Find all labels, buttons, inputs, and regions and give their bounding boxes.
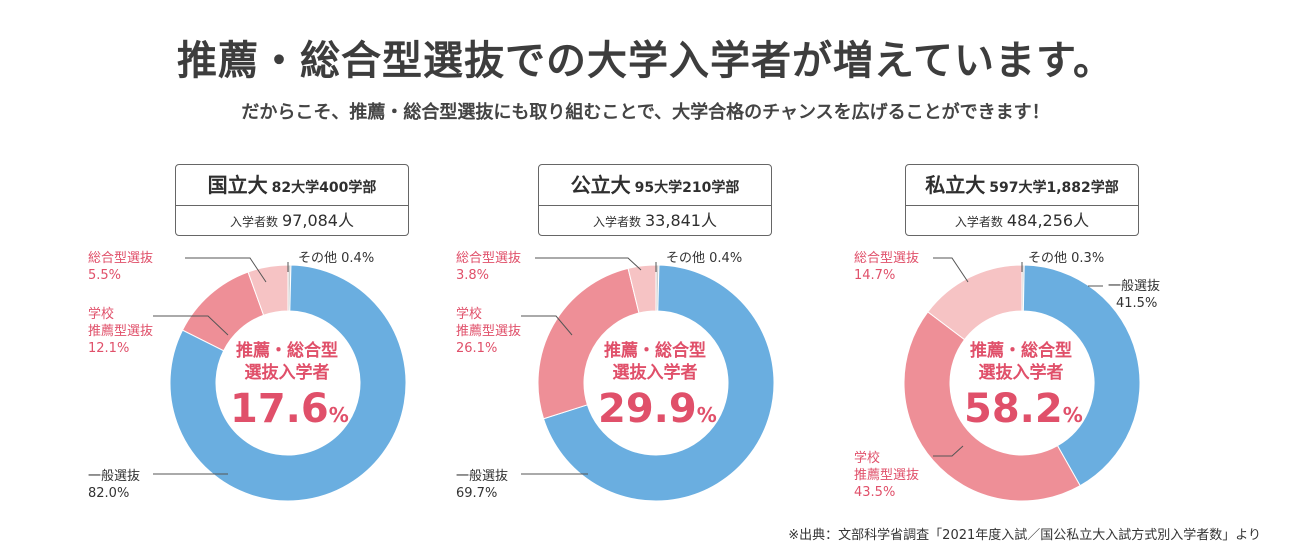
segment-label-school: 学校 推薦型選抜 12.1% — [88, 306, 153, 357]
segment-label-general: 一般選抜 41.5% — [1108, 278, 1160, 312]
segment-label-other: その他 0.3% — [1028, 250, 1104, 267]
entrants-label: 入学者数 — [954, 215, 1003, 229]
donut-chart — [153, 257, 407, 502]
segment-label-school: 学校 推薦型選抜 43.5% — [854, 450, 919, 501]
segment-label-general: 一般選抜 69.7% — [456, 468, 508, 502]
donut-slice-1 — [1022, 264, 1141, 487]
leader-line-0 — [933, 257, 969, 283]
chart-panel-public: 公立大 95大学210学部 入学者数 33,841人 総合型選抜 3.8% その他 … — [448, 0, 828, 555]
entrants-value: 97,084人 — [282, 211, 354, 230]
header-box: 国立大 82大学400学部 入学者数 97,084人 — [175, 164, 409, 236]
center-percent-value: 29.9 — [598, 386, 697, 432]
segment-name-line1: 学校 — [88, 307, 115, 322]
segment-percent: 3.8% — [456, 268, 490, 283]
segment-percent: 0.4% — [341, 251, 375, 266]
donut-chart — [903, 257, 1141, 502]
center-percent-value: 17.6 — [230, 386, 329, 432]
segment-percent: 0.3% — [1071, 251, 1105, 266]
segment-name: 総合型選抜 — [88, 251, 154, 266]
donut-slice-2 — [537, 267, 640, 420]
segment-label-other: その他 0.4% — [298, 250, 374, 267]
segment-name-line2: 推薦型選抜 — [456, 324, 522, 339]
segment-name-line1: 学校 — [456, 307, 483, 322]
header-box: 私立大 597大学1,882学部 入学者数 484,256人 — [905, 164, 1139, 236]
center-caption-2: 選抜入学者 — [244, 363, 330, 383]
donut-slice-1 — [169, 264, 407, 502]
donut-chart — [521, 257, 775, 502]
header-entrants-row: 入学者数 33,841人 — [539, 206, 771, 235]
leader-line-0 — [535, 257, 642, 271]
segment-name: その他 — [1028, 251, 1068, 266]
entrants-label: 入学者数 — [229, 215, 278, 229]
segment-name: 一般選抜 — [1108, 279, 1161, 294]
segment-name: 総合型選抜 — [854, 251, 920, 266]
segment-percent: 5.5% — [88, 268, 122, 283]
donut-slice-3 — [247, 264, 289, 316]
source-note: ※出典：文部科学省調査「2021年度入試／国公私立大入試方式別入学者数」より — [788, 528, 1261, 543]
center-percent-unit: % — [328, 403, 349, 427]
university-detail: 597大学1,882学部 — [989, 180, 1119, 196]
segment-label-comprehensive: 総合型選抜 3.8% — [456, 250, 521, 284]
university-detail: 95大学210学部 — [634, 180, 740, 196]
center-caption-1: 推薦・総合型 — [236, 341, 338, 361]
segment-name: 一般選抜 — [88, 469, 141, 484]
university-detail: 82大学400学部 — [271, 180, 377, 196]
donut-center-label: 推薦・総合型 選抜入学者 58.2% — [964, 340, 1083, 434]
center-caption-2: 選抜入学者 — [978, 363, 1064, 383]
center-caption-1: 推薦・総合型 — [604, 341, 706, 361]
donut-center-label: 推薦・総合型 選抜入学者 17.6% — [230, 340, 349, 434]
university-category: 国立大 — [207, 173, 268, 197]
segment-label-other: その他 0.4% — [666, 250, 742, 267]
segment-percent: 82.0% — [88, 486, 130, 501]
header-box: 公立大 95大学210学部 入学者数 33,841人 — [538, 164, 772, 236]
entrants-value: 484,256人 — [1006, 211, 1090, 230]
segment-name-line1: 学校 — [854, 451, 881, 466]
center-percent-unit: % — [696, 403, 717, 427]
segment-percent: 12.1% — [88, 341, 130, 356]
center-caption-1: 推薦・総合型 — [970, 341, 1072, 361]
chart-panel-private: 私立大 597大学1,882学部 入学者数 484,256人 総合型選抜 14.7%… — [818, 0, 1198, 555]
segment-percent: 26.1% — [456, 341, 498, 356]
segment-name: その他 — [666, 251, 706, 266]
segment-percent: 41.5% — [1116, 296, 1158, 311]
university-category: 公立大 — [570, 173, 631, 197]
segment-name: 総合型選抜 — [456, 251, 522, 266]
segment-name-line2: 推薦型選抜 — [88, 324, 154, 339]
segment-percent: 0.4% — [709, 251, 743, 266]
page-subtitle: だからこそ、推薦・総合型選抜にも取り組むことで、大学合格のチャンスを広げることが… — [241, 102, 1050, 123]
entrants-label: 入学者数 — [592, 215, 641, 229]
center-caption-2: 選抜入学者 — [612, 363, 698, 383]
header-title-row: 私立大 597大学1,882学部 — [906, 165, 1138, 206]
donut-slice-2 — [903, 311, 1081, 502]
segment-label-general: 一般選抜 82.0% — [88, 468, 140, 502]
center-percent-unit: % — [1062, 403, 1083, 427]
segment-label-comprehensive: 総合型選抜 5.5% — [88, 250, 153, 284]
header-entrants-row: 入学者数 97,084人 — [176, 206, 408, 235]
page-title: 推薦・総合型選抜での大学入学者が増えています。 — [177, 38, 1114, 84]
segment-name: その他 — [298, 251, 338, 266]
entrants-value: 33,841人 — [645, 211, 717, 230]
header-title-row: 国立大 82大学400学部 — [176, 165, 408, 206]
university-category: 私立大 — [925, 173, 986, 197]
segment-label-school: 学校 推薦型選抜 26.1% — [456, 306, 521, 357]
donut-center-label: 推薦・総合型 選抜入学者 29.9% — [598, 340, 717, 434]
center-percent-value: 58.2 — [964, 386, 1063, 432]
leader-line-2 — [521, 315, 573, 336]
segment-name: 一般選抜 — [456, 469, 509, 484]
segment-percent: 43.5% — [854, 485, 896, 500]
leader-line-2 — [153, 315, 229, 336]
donut-slice-1 — [542, 264, 775, 502]
chart-panel-national: 国立大 82大学400学部 入学者数 97,084人 総合型選抜 5.5% その他 … — [80, 0, 460, 555]
leader-line-0 — [185, 257, 267, 283]
leader-line-3 — [933, 445, 964, 457]
segment-label-comprehensive: 総合型選抜 14.7% — [854, 250, 919, 284]
segment-percent: 69.7% — [456, 486, 498, 501]
header-title-row: 公立大 95大学210学部 — [539, 165, 771, 206]
header-entrants-row: 入学者数 484,256人 — [906, 206, 1138, 235]
segment-name-line2: 推薦型選抜 — [854, 468, 920, 483]
segment-percent: 14.7% — [854, 268, 896, 283]
